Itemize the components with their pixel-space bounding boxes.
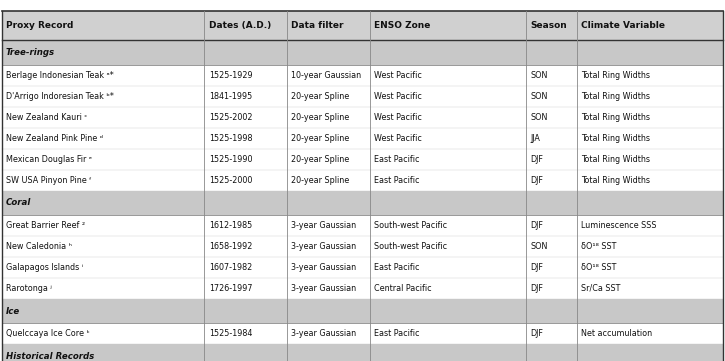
Text: 20-year Spline: 20-year Spline — [291, 92, 349, 101]
Text: DJF: DJF — [531, 284, 544, 293]
Text: 3-year Gaussian: 3-year Gaussian — [291, 263, 357, 272]
Text: East Pacific: East Pacific — [374, 330, 420, 338]
Text: South-west Pacific: South-west Pacific — [374, 221, 447, 230]
Bar — [2, 65, 723, 86]
Text: SW USA Pinyon Pine ᶠ: SW USA Pinyon Pine ᶠ — [6, 176, 91, 184]
Text: Berlage Indonesian Teak ᵃ*: Berlage Indonesian Teak ᵃ* — [6, 71, 114, 80]
Text: DJF: DJF — [531, 221, 544, 230]
Bar — [2, 11, 723, 40]
Text: Total Ring Widths: Total Ring Widths — [581, 71, 650, 80]
Text: East Pacific: East Pacific — [374, 155, 420, 164]
Text: 20-year Spline: 20-year Spline — [291, 155, 349, 164]
Bar — [2, 215, 723, 236]
Text: 1726-1997: 1726-1997 — [209, 284, 252, 293]
Text: 1841-1995: 1841-1995 — [209, 92, 252, 101]
Bar — [2, 170, 723, 191]
Text: Galapagos Islands ⁱ: Galapagos Islands ⁱ — [6, 263, 83, 272]
Text: 10-year Gaussian: 10-year Gaussian — [291, 71, 362, 80]
Text: JJA: JJA — [531, 134, 541, 143]
Text: Proxy Record: Proxy Record — [6, 21, 73, 30]
Text: Total Ring Widths: Total Ring Widths — [581, 176, 650, 184]
Text: Net accumulation: Net accumulation — [581, 330, 652, 338]
Text: Total Ring Widths: Total Ring Widths — [581, 92, 650, 101]
Text: West Pacific: West Pacific — [374, 113, 422, 122]
Text: 1525-2002: 1525-2002 — [209, 113, 252, 122]
Text: δO¹⁸ SST: δO¹⁸ SST — [581, 242, 617, 251]
Bar — [2, 299, 723, 323]
Text: Climate Variable: Climate Variable — [581, 21, 666, 30]
Text: New Zealand Kauri ᶜ: New Zealand Kauri ᶜ — [6, 113, 87, 122]
Bar — [2, 278, 723, 299]
Text: SON: SON — [531, 113, 548, 122]
Text: Luminescence SSS: Luminescence SSS — [581, 221, 657, 230]
Text: South-west Pacific: South-west Pacific — [374, 242, 447, 251]
Text: 1658-1992: 1658-1992 — [209, 242, 252, 251]
Text: 1525-1929: 1525-1929 — [209, 71, 252, 80]
Text: 1607-1982: 1607-1982 — [209, 263, 252, 272]
Text: 1612-1985: 1612-1985 — [209, 221, 252, 230]
Text: 3-year Gaussian: 3-year Gaussian — [291, 330, 357, 338]
Text: 20-year Spline: 20-year Spline — [291, 176, 349, 184]
Text: DJF: DJF — [531, 155, 544, 164]
Text: SON: SON — [531, 92, 548, 101]
Text: Great Barrier Reef ²: Great Barrier Reef ² — [6, 221, 85, 230]
Text: DJF: DJF — [531, 330, 544, 338]
Text: Rarotonga ʲ: Rarotonga ʲ — [6, 284, 51, 293]
Text: 3-year Gaussian: 3-year Gaussian — [291, 284, 357, 293]
Text: East Pacific: East Pacific — [374, 263, 420, 272]
Bar — [2, 344, 723, 361]
Text: Coral: Coral — [6, 199, 31, 207]
Text: West Pacific: West Pacific — [374, 92, 422, 101]
Bar — [2, 86, 723, 107]
Text: δO¹⁸ SST: δO¹⁸ SST — [581, 263, 617, 272]
Text: Tree-rings: Tree-rings — [6, 48, 55, 57]
Bar — [2, 236, 723, 257]
Text: West Pacific: West Pacific — [374, 71, 422, 80]
Text: 1525-1990: 1525-1990 — [209, 155, 252, 164]
Text: SON: SON — [531, 242, 548, 251]
Text: 20-year Spline: 20-year Spline — [291, 134, 349, 143]
Bar — [2, 323, 723, 344]
Text: Quelccaya Ice Core ᵏ: Quelccaya Ice Core ᵏ — [6, 330, 90, 338]
Text: SON: SON — [531, 71, 548, 80]
Text: DJF: DJF — [531, 176, 544, 184]
Text: D'Arrigo Indoresian Teak ᵇ*: D'Arrigo Indoresian Teak ᵇ* — [6, 92, 114, 101]
Text: 1525-1984: 1525-1984 — [209, 330, 252, 338]
Text: Mexican Douglas Fir ᵉ: Mexican Douglas Fir ᵉ — [6, 155, 92, 164]
Bar — [2, 257, 723, 278]
Text: Data filter: Data filter — [291, 21, 344, 30]
Text: East Pacific: East Pacific — [374, 176, 420, 184]
Text: Ice: Ice — [6, 307, 20, 316]
Bar — [2, 107, 723, 128]
Bar — [2, 40, 723, 65]
Bar — [2, 149, 723, 170]
Text: Historical Records: Historical Records — [6, 352, 94, 361]
Text: DJF: DJF — [531, 263, 544, 272]
Text: 20-year Spline: 20-year Spline — [291, 113, 349, 122]
Text: 1525-1998: 1525-1998 — [209, 134, 252, 143]
Text: New Zealand Pink Pine ᵈ: New Zealand Pink Pine ᵈ — [6, 134, 103, 143]
Text: Total Ring Widths: Total Ring Widths — [581, 155, 650, 164]
Text: 3-year Gaussian: 3-year Gaussian — [291, 221, 357, 230]
Text: New Caledonia ʰ: New Caledonia ʰ — [6, 242, 72, 251]
Text: ENSO Zone: ENSO Zone — [374, 21, 431, 30]
Bar — [2, 128, 723, 149]
Text: Central Pacific: Central Pacific — [374, 284, 431, 293]
Bar — [2, 191, 723, 215]
Text: Sr/Ca SST: Sr/Ca SST — [581, 284, 621, 293]
Text: 3-year Gaussian: 3-year Gaussian — [291, 242, 357, 251]
Text: West Pacific: West Pacific — [374, 134, 422, 143]
Text: Total Ring Widths: Total Ring Widths — [581, 113, 650, 122]
Text: Total Ring Widths: Total Ring Widths — [581, 134, 650, 143]
Text: 1525-2000: 1525-2000 — [209, 176, 252, 184]
Text: Dates (A.D.): Dates (A.D.) — [209, 21, 271, 30]
Text: Season: Season — [531, 21, 568, 30]
